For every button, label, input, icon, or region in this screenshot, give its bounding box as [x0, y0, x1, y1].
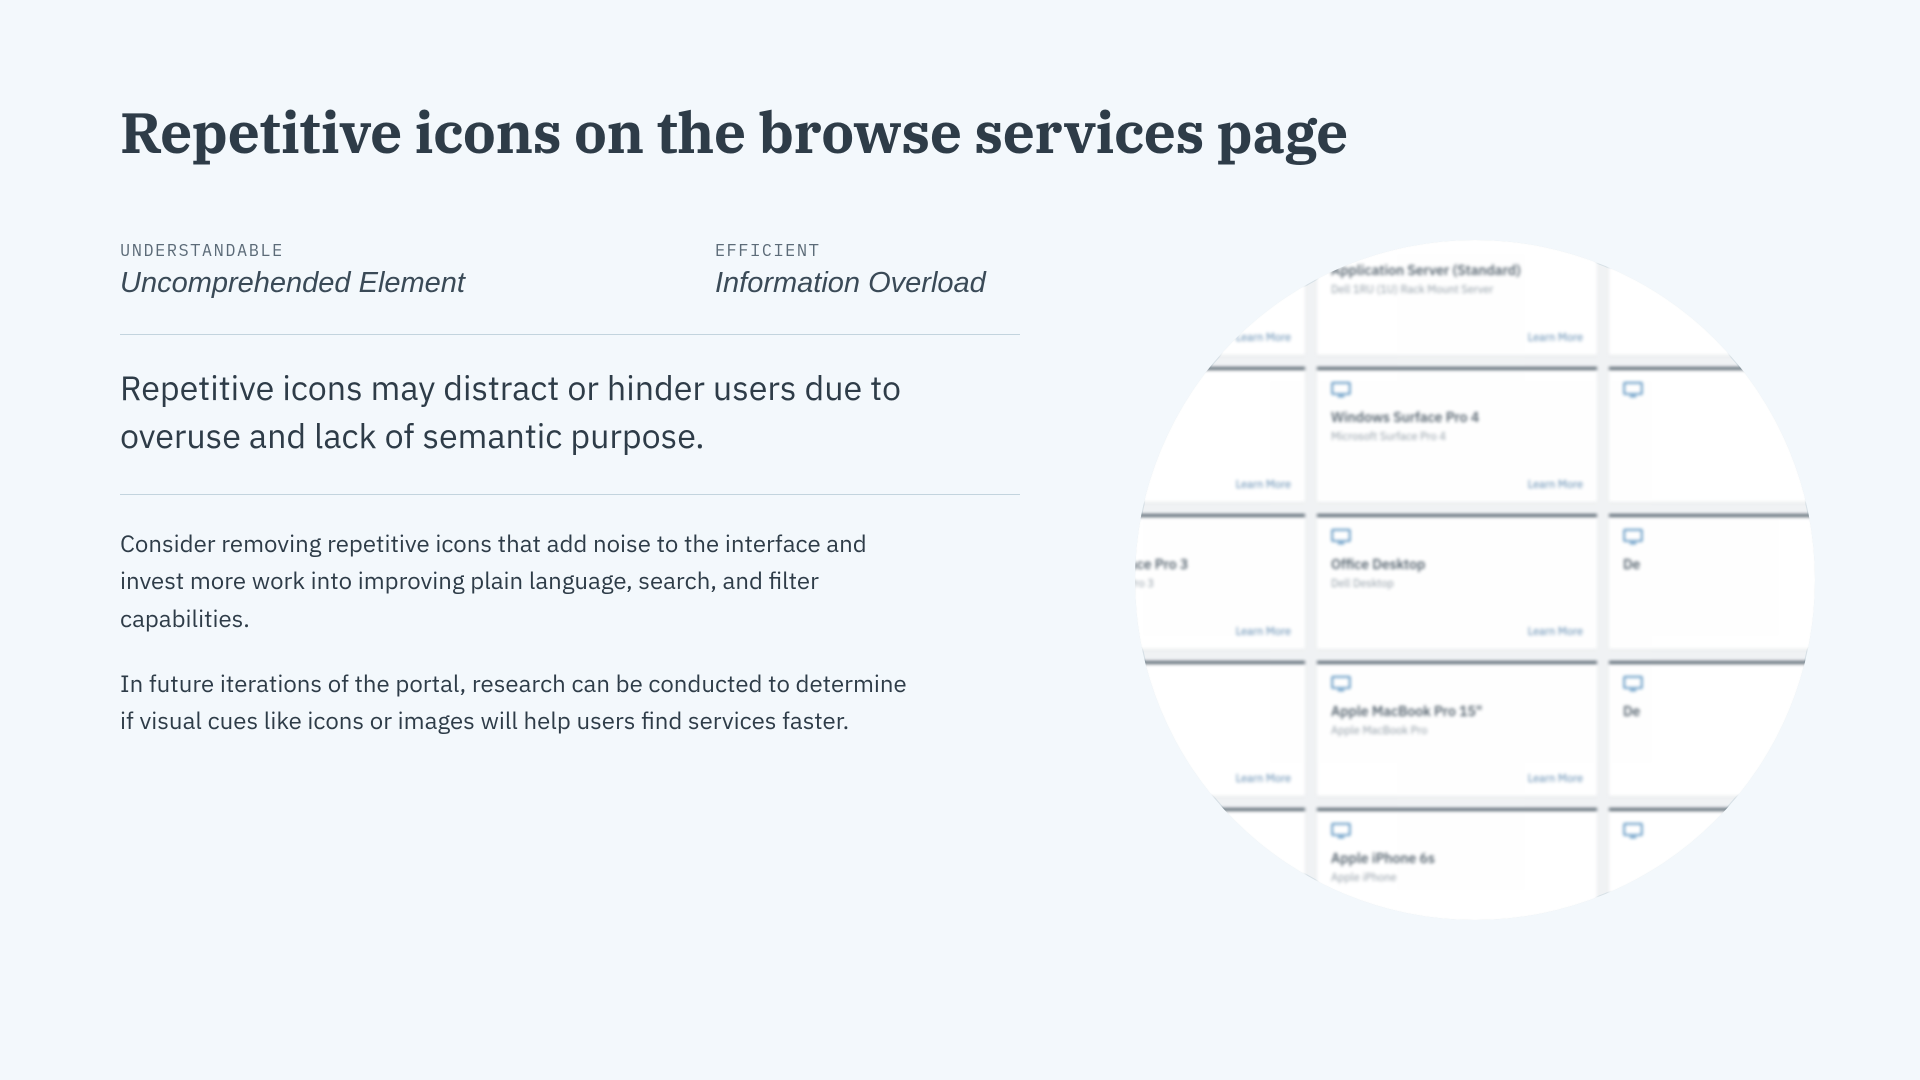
monitor-icon	[1623, 676, 1643, 692]
monitor-icon	[1331, 676, 1351, 692]
preview-card-title: Application Server (Standard)	[1331, 261, 1583, 279]
preview-card-title: Office Desktop	[1331, 555, 1583, 573]
label-value: Information Overload	[715, 267, 986, 300]
preview-card: Microsoft Surface Pro 3 Microsoft Surface…	[1135, 514, 1305, 649]
preview-card-subtitle: Acer Aspire R4	[1135, 724, 1291, 738]
preview-card: DeLearn More	[1609, 661, 1815, 796]
monitor-icon	[1331, 382, 1351, 398]
preview-card-title: De	[1623, 555, 1815, 573]
divider-bottom	[120, 494, 1020, 495]
slide-container: Repetitive icons on the browse services …	[0, 0, 1920, 1080]
preview-card: Apple iPhone 6s Apple iPhone Learn More	[1317, 808, 1597, 920]
monitor-icon	[1623, 382, 1643, 398]
preview-card-subtitle: Dell Precision 490	[1135, 430, 1291, 444]
preview-learn-more-link: Learn More	[1236, 478, 1291, 492]
preview-card-title: Executive Desktop	[1135, 408, 1291, 426]
body-paragraph-1: Consider removing repetitive icons that …	[120, 525, 920, 637]
preview-card-subtitle: Dell Desktop	[1331, 577, 1583, 591]
preview-card: Learn More	[1609, 808, 1815, 920]
preview-learn-more-link: Learn More	[1528, 331, 1583, 345]
preview-learn-more-link: Learn More	[1528, 919, 1583, 920]
monitor-icon	[1623, 529, 1643, 545]
preview-card-title: Apple MacBook Pro 15"	[1331, 702, 1583, 720]
summary-text: Repetitive icons may distract or hinder …	[120, 365, 1020, 460]
preview-card-title: Sales Laptop	[1135, 702, 1291, 720]
preview-learn-more-link: Learn More	[1528, 625, 1583, 639]
preview-grid: ... & Oracle License Rack Mount Server Lea…	[1135, 240, 1815, 920]
divider-top	[120, 334, 1020, 335]
preview-circle: ... & Oracle License Rack Mount Server Lea…	[1135, 240, 1815, 920]
preview-card-title: ... & Oracle License	[1135, 261, 1291, 279]
preview-card-subtitle: Apple MacBook Pro	[1331, 724, 1583, 738]
preview-card-title: Microsoft Surface Pro 3	[1135, 555, 1291, 573]
monitor-icon	[1331, 240, 1351, 251]
preview-card: Learn More	[1609, 367, 1815, 502]
preview-learn-more-link: Learn More	[1236, 772, 1291, 786]
page-title: Repetitive icons on the browse services …	[120, 95, 1800, 169]
preview-card: Learn More	[1609, 240, 1815, 355]
label-block-efficient: EFFICIENT Information Overload	[715, 239, 986, 300]
preview-card: Executive Desktop Dell Precision 490 Learn…	[1135, 367, 1305, 502]
preview-card-title: Apple iPhone 6s	[1331, 849, 1583, 867]
monitor-icon	[1623, 823, 1643, 839]
preview-card-title: Windows Surface Pro 4	[1331, 408, 1583, 426]
preview-card: Sales Laptop Acer Aspire R4 Learn More	[1135, 661, 1305, 796]
preview-card-subtitle: Rack Mount Server	[1135, 283, 1291, 297]
body-paragraph-2: In future iterations of the portal, rese…	[120, 665, 920, 739]
label-eyebrow: EFFICIENT	[715, 239, 986, 261]
label-eyebrow: UNDERSTANDABLE	[120, 239, 465, 261]
label-value: Uncomprehended Element	[120, 267, 465, 300]
monitor-icon	[1623, 240, 1643, 251]
preview-card: Windows Surface Pro 4 Microsoft Surface P…	[1317, 367, 1597, 502]
preview-card: Application Server (Standard) Dell 1RU (1…	[1317, 240, 1597, 355]
preview-card-subtitle: Microsoft Surface Pro 4	[1331, 430, 1583, 444]
preview-learn-more-link: Learn More	[1236, 625, 1291, 639]
labels-row: UNDERSTANDABLE Uncomprehended Element EF…	[120, 239, 1020, 300]
preview-card: Learn More	[1135, 808, 1305, 920]
preview-card-subtitle: Dell 1RU (1U) Rack Mount Server	[1331, 283, 1583, 297]
label-block-understandable: UNDERSTANDABLE Uncomprehended Element	[120, 239, 465, 300]
preview-learn-more-link: Learn More	[1236, 331, 1291, 345]
preview-card-subtitle: Microsoft Surface Pro 3	[1135, 577, 1291, 591]
preview-card: Apple MacBook Pro 15" Apple MacBook Pro Le…	[1317, 661, 1597, 796]
content-column: UNDERSTANDABLE Uncomprehended Element EF…	[120, 239, 1020, 739]
monitor-icon	[1331, 823, 1351, 839]
preview-card: DeLearn More	[1609, 514, 1815, 649]
monitor-icon	[1331, 529, 1351, 545]
preview-card: Office Desktop Dell Desktop Learn More	[1317, 514, 1597, 649]
preview-learn-more-link: Learn More	[1528, 478, 1583, 492]
preview-learn-more-link: Learn More	[1528, 772, 1583, 786]
preview-card-subtitle: Apple iPhone	[1331, 871, 1583, 885]
preview-card-title: De	[1623, 702, 1815, 720]
preview-learn-more-link: Learn More	[1236, 919, 1291, 920]
preview-card: ... & Oracle License Rack Mount Server Lea…	[1135, 240, 1305, 355]
